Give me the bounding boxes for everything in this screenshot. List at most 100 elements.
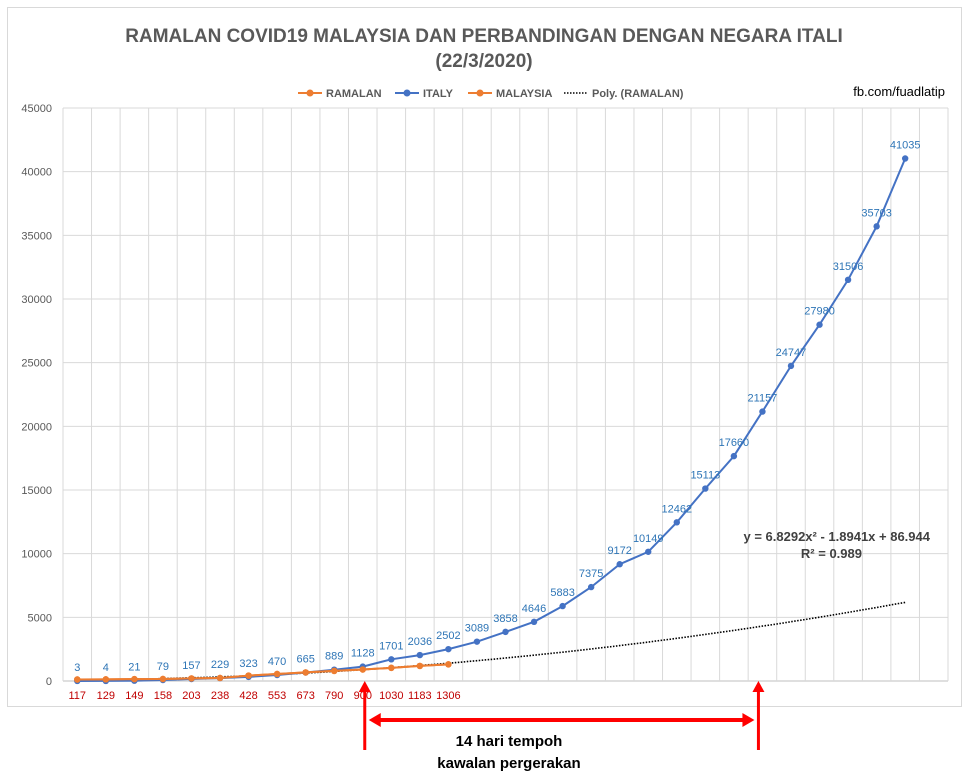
ramalan-data-label: 149	[125, 690, 143, 702]
chart-subtitle: (22/3/2020)	[435, 51, 532, 72]
italy-point	[901, 155, 909, 162]
ramalan-point	[159, 675, 167, 683]
ramalan-data-label: 553	[268, 690, 286, 702]
italy-point	[844, 276, 852, 284]
ramalan-data-label: 158	[154, 690, 172, 702]
ramalan-data-label: 1306	[436, 690, 460, 702]
legend-malaysia: MALAYSIA	[496, 88, 552, 100]
italy-point	[673, 519, 680, 526]
italy-point	[616, 561, 623, 568]
italy-data-label: 3	[74, 662, 80, 674]
italy-data-label: 1128	[351, 648, 375, 660]
ramalan-data-label: 1183	[408, 690, 432, 702]
span-arrow-left-head	[368, 713, 381, 727]
annotation-line2: kawalan pergerakan	[437, 755, 580, 772]
legend-marker-italy	[403, 89, 411, 97]
y-tick-label: 25000	[21, 358, 52, 370]
y-tick-label: 10000	[21, 549, 52, 561]
italy-data-label: 21	[128, 662, 140, 674]
italy-data-label: 2036	[408, 636, 432, 648]
italy-point	[502, 628, 509, 636]
ramalan-point	[359, 666, 366, 673]
italy-point	[473, 638, 481, 645]
italy-data-label: 157	[182, 660, 200, 672]
span-arrow-right-head	[742, 713, 755, 727]
italy-data-label: 27980	[804, 306, 835, 318]
legend-italy: ITALY	[423, 88, 454, 100]
legend-ramalan: RAMALAN	[326, 88, 382, 100]
marker-arrowhead	[358, 681, 371, 692]
legend-marker-ramalan	[306, 89, 314, 97]
ramalan-data-label: 673	[296, 690, 314, 702]
italy-data-label: 665	[296, 654, 314, 666]
italy-point	[787, 362, 795, 370]
plot-area: 3 4 21 79 157 229 323 470 665 889 1128 1701 2036 2502…	[69, 139, 921, 702]
italy-data-label: 889	[325, 651, 343, 663]
italy-point	[759, 408, 766, 415]
italy-data-label: 9172	[607, 545, 631, 557]
italy-point	[416, 651, 424, 659]
italy-point	[645, 548, 652, 555]
italy-data-label: 4646	[522, 603, 546, 615]
ramalan-data-label: 428	[239, 690, 257, 702]
ramalan-data-label: 203	[182, 690, 200, 702]
italy-point	[445, 645, 452, 653]
grid	[62, 107, 949, 682]
italy-data-label: 79	[157, 661, 169, 673]
marker-arrowhead	[752, 681, 765, 692]
italy-point	[873, 223, 880, 230]
italy-data-label: 15113	[690, 470, 720, 482]
italy-data-label: 31506	[833, 261, 864, 273]
ramalan-data-label: 1030	[379, 690, 403, 702]
y-tick-label: 40000	[21, 167, 52, 179]
italy-data-label: 2502	[436, 630, 460, 642]
italy-data-label: 17660	[719, 437, 750, 449]
ramalan-point	[302, 669, 309, 676]
italy-point	[587, 583, 595, 591]
italy-point	[559, 602, 566, 610]
ramalan-point	[74, 676, 81, 683]
ramalan-point	[416, 662, 424, 670]
ramalan-data-label: 790	[325, 690, 343, 702]
y-tick-label: 45000	[21, 103, 52, 115]
ramalan-data-label: 900	[354, 690, 372, 702]
italy-data-label: 3089	[465, 623, 489, 635]
trend-r2: R² = 0.989	[801, 546, 862, 561]
italy-data-label: 470	[268, 656, 286, 668]
y-axis-ticks: 0 5000 10000 15000 20000 25000 30000 35000 40000…	[21, 103, 52, 688]
y-tick-label: 0	[46, 676, 52, 688]
ramalan-point	[188, 675, 195, 682]
italy-data-label: 24747	[776, 347, 807, 359]
y-tick-label: 15000	[21, 485, 52, 497]
legend-poly: Poly. (RAMALAN)	[592, 88, 684, 100]
y-tick-label: 5000	[28, 612, 52, 624]
annotation-line1: 14 hari tempoh	[456, 733, 563, 750]
ramalan-point	[273, 670, 281, 678]
italy-data-label: 12462	[661, 503, 692, 515]
italy-data-label: 323	[239, 658, 257, 670]
italy-point	[702, 485, 709, 492]
legend-marker-malaysia	[476, 89, 484, 97]
chart-frame	[7, 7, 962, 707]
italy-point	[388, 656, 395, 663]
ramalan-point	[245, 672, 252, 679]
italy-data-label: 35703	[861, 207, 892, 219]
y-tick-label: 20000	[21, 421, 52, 433]
ramalan-data-label: 129	[97, 690, 115, 702]
ramalan-point	[216, 674, 224, 682]
chart-title: RAMALAN COVID19 MALAYSIA DAN PERBANDINGA…	[125, 26, 842, 47]
ramalan-point	[102, 676, 110, 683]
italy-data-label: 41035	[890, 139, 921, 151]
italy-point	[530, 618, 538, 626]
ramalan-point	[445, 661, 452, 668]
italy-point	[730, 452, 738, 460]
trendline	[77, 601, 906, 681]
ramalan-point	[131, 675, 138, 683]
italy-data-label: 229	[211, 659, 229, 671]
trend-equation: y = 6.8292x² - 1.8941x + 86.944	[744, 529, 931, 544]
ramalan-point	[388, 664, 395, 672]
legend: RAMALAN ITALY MALAYSIA Poly. (RAMALAN)	[298, 88, 684, 100]
y-tick-label: 35000	[21, 230, 52, 242]
ramalan-data-label: 238	[211, 690, 229, 702]
